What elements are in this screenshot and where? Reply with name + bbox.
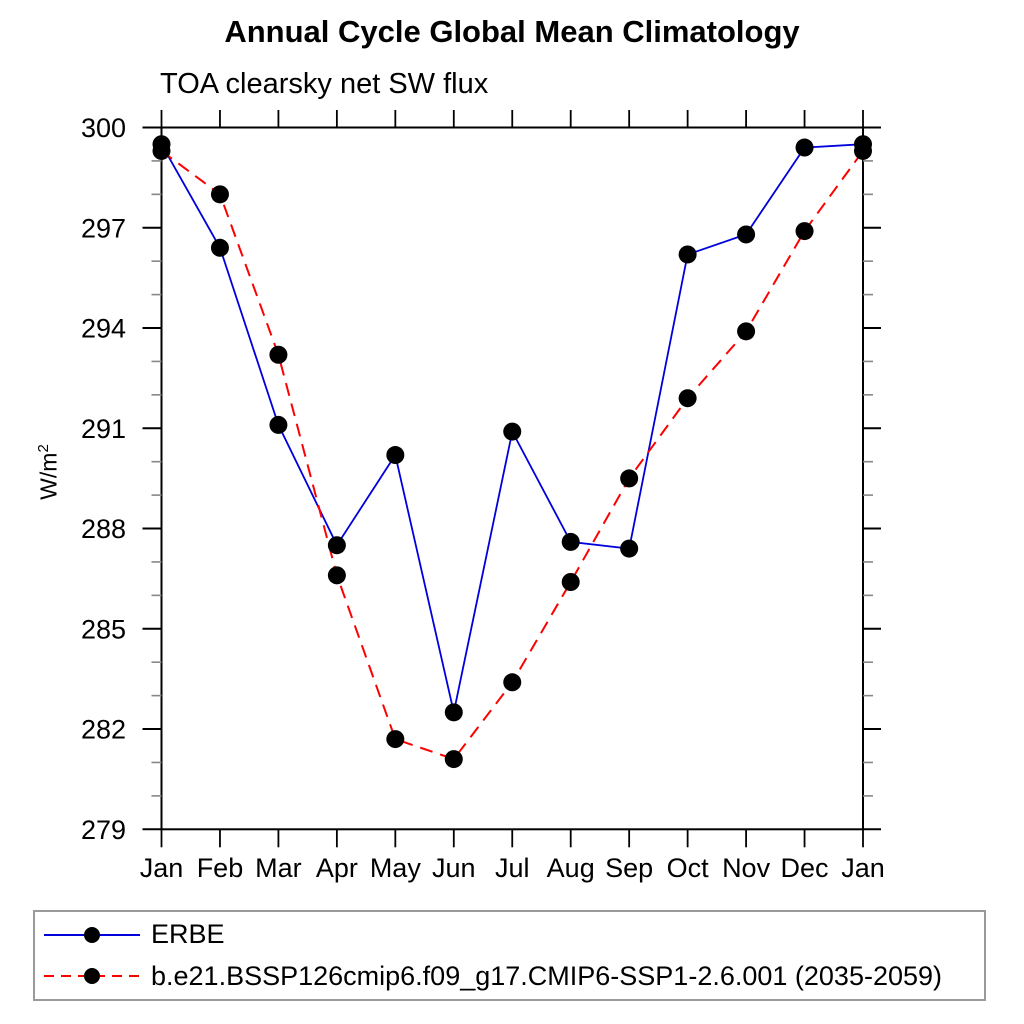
chart-title: Annual Cycle Global Mean Climatology: [224, 14, 800, 49]
data-point-1: [503, 673, 522, 692]
x-tick-label: Feb: [197, 853, 244, 883]
x-tick-label: May: [370, 853, 422, 883]
data-point-1: [269, 345, 288, 364]
y-tick-label: 285: [81, 614, 126, 644]
y-tick-label: 282: [81, 715, 126, 745]
data-point-0: [620, 539, 639, 558]
data-point-1: [737, 322, 756, 341]
data-point-0: [561, 532, 580, 551]
legend-row-erbe: ERBE: [35, 915, 984, 955]
data-point-1: [795, 222, 814, 241]
x-tick-label: Apr: [316, 853, 358, 883]
data-point-1: [620, 469, 639, 488]
y-tick-label: 291: [81, 414, 126, 444]
x-tick-label: Sep: [605, 853, 653, 883]
y-tick-label: 279: [81, 815, 126, 845]
data-point-0: [210, 238, 229, 257]
x-tick-label: Aug: [547, 853, 595, 883]
x-tick-label: Mar: [255, 853, 302, 883]
data-point-1: [678, 389, 697, 408]
data-point-0: [737, 225, 756, 244]
y-tick-label: 288: [81, 514, 126, 544]
x-tick-label: Jan: [140, 853, 184, 883]
series-line-1: [160, 150, 864, 761]
chart-subtitle: TOA clearsky net SW flux: [160, 68, 489, 100]
y-tick-label: 300: [81, 113, 126, 143]
data-point-0: [503, 422, 522, 441]
data-point-1: [210, 185, 229, 204]
legend-row-model: b.e21.BSSP126cmip6.f09_g17.CMIP6-SSP1-2.…: [35, 956, 984, 996]
data-point-0: [795, 138, 814, 157]
legend-box: ERBE b.e21.BSSP126cmip6.f09_g17.CMIP6-SS…: [33, 910, 986, 1001]
data-point-1: [386, 730, 405, 749]
legend-label-erbe: ERBE: [151, 919, 225, 950]
data-point-0: [327, 536, 346, 555]
legend-line-marker-swatch: [44, 926, 140, 943]
x-tick-label: Jul: [495, 853, 530, 883]
x-tick-label: Jan: [841, 853, 885, 883]
data-point-0: [269, 415, 288, 434]
data-point-1: [327, 566, 346, 585]
data-point-1: [854, 141, 872, 160]
data-point-1: [561, 572, 580, 591]
plot-frame: [160, 126, 864, 831]
data-point-0: [386, 446, 405, 465]
legend-label-model: b.e21.BSSP126cmip6.f09_g17.CMIP6-SSP1-2.…: [151, 960, 943, 991]
data-point-0: [678, 245, 697, 264]
x-tick-label: Nov: [722, 853, 771, 883]
y-tick-label: 297: [81, 213, 126, 243]
data-point-0: [444, 703, 463, 722]
legend-line-marker-swatch: [44, 968, 140, 985]
x-tick-label: Dec: [781, 853, 829, 883]
data-point-1: [444, 750, 463, 769]
x-tick-label: Jun: [432, 853, 476, 883]
y-tick-label: 294: [81, 314, 126, 344]
x-tick-label: Oct: [667, 853, 710, 883]
data-point-1: [152, 141, 171, 160]
